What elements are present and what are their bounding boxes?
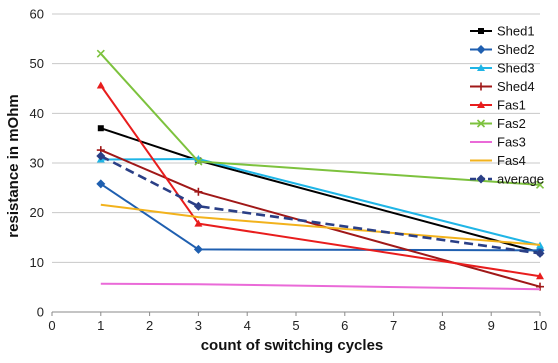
x-tick-label-10: 10	[533, 318, 547, 333]
x-tick-label-4: 4	[244, 318, 251, 333]
data-point-shed4-3	[194, 188, 202, 196]
legend-marker-shed1	[478, 28, 484, 34]
series-line-fas3	[101, 284, 540, 290]
legend-item-shed2: Shed2	[470, 42, 535, 57]
y-tick-label-60: 60	[30, 7, 44, 22]
x-axis-title: count of switching cycles	[201, 337, 384, 354]
series-fas2	[97, 50, 543, 188]
legend-label-fas4: Fas4	[497, 153, 526, 168]
y-tick-label-20: 20	[30, 205, 44, 220]
legend-marker-shed4	[477, 83, 485, 91]
x-tick-label-6: 6	[341, 318, 348, 333]
x-tick-label-5: 5	[292, 318, 299, 333]
x-tick-label-2: 2	[146, 318, 153, 333]
legend-item-shed3: Shed3	[470, 61, 535, 76]
legend-item-fas2: Fas2	[470, 116, 526, 131]
data-point-fas1-1	[97, 82, 105, 89]
series-line-shed3	[101, 159, 540, 245]
legend-item-fas3: Fas3	[470, 135, 526, 150]
legend-item-shed4: Shed4	[470, 79, 535, 94]
legend-marker-average	[477, 175, 486, 184]
y-tick-label-50: 50	[30, 56, 44, 71]
legend-item-shed1: Shed1	[470, 24, 535, 39]
legend-label-fas1: Fas1	[497, 98, 526, 113]
x-tick-label-3: 3	[195, 318, 202, 333]
x-tick-label-1: 1	[97, 318, 104, 333]
data-point-fas2-1	[97, 50, 104, 57]
legend-label-average: average	[497, 172, 544, 187]
y-tick-label-10: 10	[30, 255, 44, 270]
y-tick-label-0: 0	[37, 305, 44, 320]
x-tick-label-7: 7	[390, 318, 397, 333]
legend-label-shed3: Shed3	[497, 61, 535, 76]
legend-label-fas2: Fas2	[497, 116, 526, 131]
legend-label-fas3: Fas3	[497, 135, 526, 150]
x-tick-label-9: 9	[488, 318, 495, 333]
y-axis-title: resistance in mOhm	[5, 94, 22, 237]
legend-item-average: average	[470, 172, 544, 187]
data-point-shed1-1	[98, 125, 104, 131]
legend-label-shed1: Shed1	[497, 24, 535, 39]
legend-item-fas4: Fas4	[470, 153, 526, 168]
legend-label-shed4: Shed4	[497, 79, 535, 94]
series-line-fas2	[101, 54, 540, 185]
legend-item-fas1: Fas1	[470, 98, 526, 113]
data-point-average-3	[194, 202, 203, 211]
series-shed4	[97, 146, 544, 291]
x-tick-label-0: 0	[48, 318, 55, 333]
x-tick-label-8: 8	[439, 318, 446, 333]
series-fas3	[101, 284, 540, 290]
y-tick-label-40: 40	[30, 106, 44, 121]
legend-marker-shed2	[477, 45, 486, 54]
legend-label-shed2: Shed2	[497, 42, 535, 57]
y-tick-label-30: 30	[30, 156, 44, 171]
legend: Shed1 Shed2 Shed3 Shed4 Fas1 Fas2 Fas3 Fas4 aver…	[470, 24, 544, 187]
